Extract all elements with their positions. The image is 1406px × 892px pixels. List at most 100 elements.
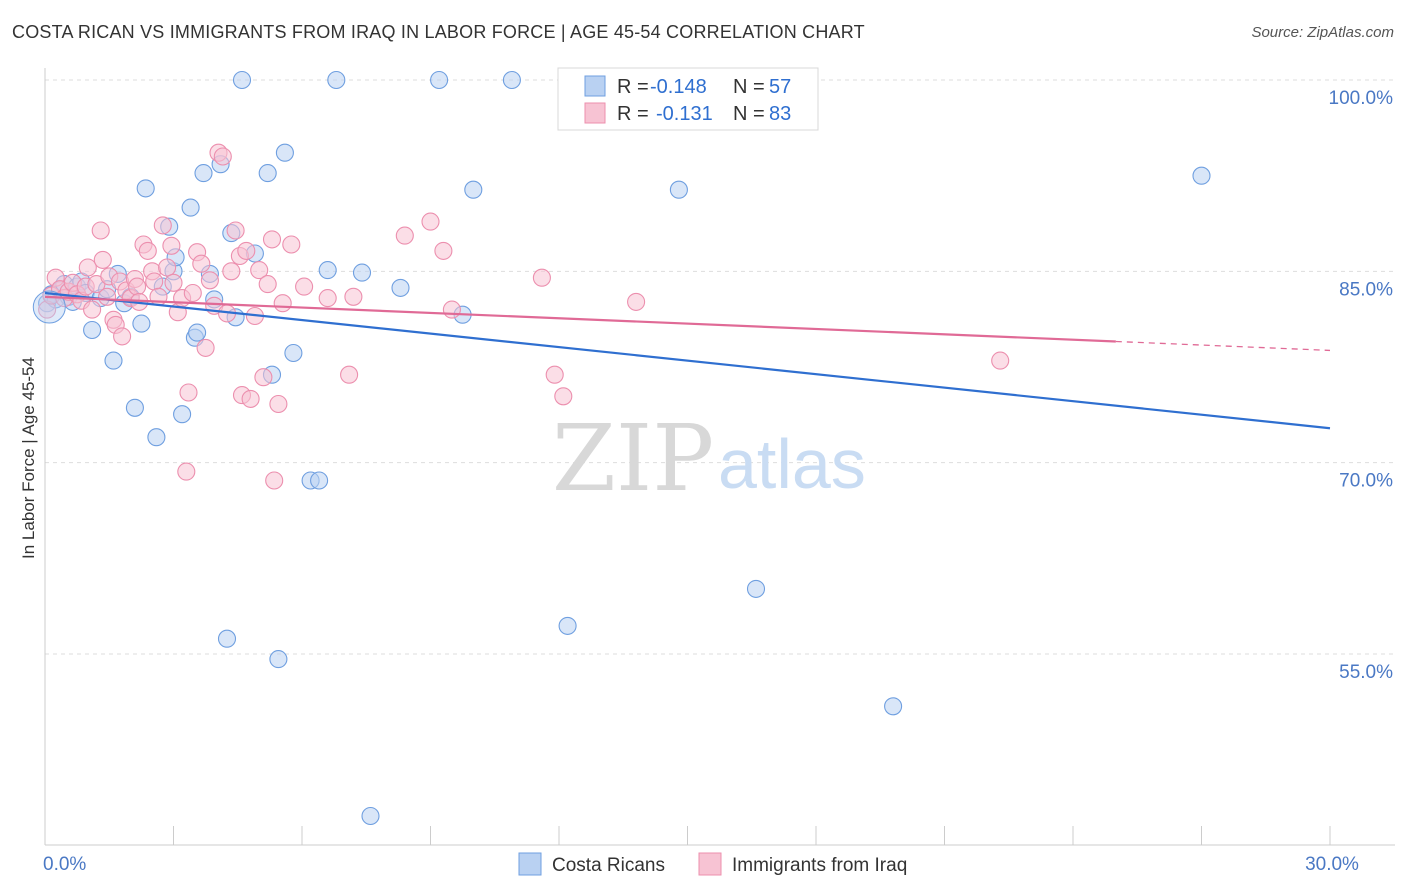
legend-n-value-blue: 57 — [769, 76, 791, 98]
iraq-immigrant-point — [177, 462, 196, 481]
legend-swatch-pink — [584, 102, 606, 124]
legend-n-value-pink: 83 — [769, 103, 791, 125]
costa-rican-point — [502, 70, 521, 90]
costa-rican-point — [669, 180, 688, 199]
costa-rican-point — [217, 629, 237, 648]
y-tick-label: 55.0% — [1339, 662, 1393, 683]
iraq-immigrant-point — [128, 277, 147, 296]
costa-rican-point — [194, 164, 213, 183]
costa-rican-point — [1192, 166, 1211, 185]
y-axis-label: In Labor Force | Age 45-54 — [19, 357, 38, 559]
iraq-immigrant-point — [145, 272, 164, 291]
iraq-immigrant-point — [164, 273, 183, 292]
costa-rican-point — [173, 405, 192, 424]
iraq-immigrant-trend-extension — [1115, 340, 1331, 352]
iraq-immigrant-point — [254, 368, 273, 387]
costa-rican-point — [132, 314, 151, 333]
costa-rican-point — [361, 806, 380, 826]
legend-r-value-pink: -0.131 — [656, 103, 713, 125]
iraq-immigrant-point — [421, 212, 440, 231]
iraq-immigrant-point — [241, 389, 260, 408]
iraq-immigrant-point — [237, 241, 256, 260]
costa-rican-point — [558, 616, 577, 635]
costa-rican-point — [352, 263, 372, 282]
iraq-immigrant-point — [226, 221, 245, 240]
legend-r-label-blue: R = — [617, 76, 649, 98]
iraq-immigrant-point — [282, 235, 301, 254]
costa-rican-point — [284, 343, 303, 363]
iraq-immigrant-point — [91, 221, 110, 240]
costa-rican-point — [136, 179, 155, 198]
iraq-immigrant-point — [395, 226, 414, 245]
iraq-immigrant-point — [554, 387, 573, 406]
iraq-immigrant-point — [318, 289, 337, 308]
iraq-immigrant-trend-line — [44, 295, 1116, 343]
iraq-immigrant-point — [213, 147, 232, 166]
grid — [45, 79, 1395, 655]
series-swatch-blue — [518, 852, 542, 876]
costa-rican-point — [464, 180, 483, 199]
costa-rican-point — [181, 198, 200, 217]
iraq-immigrant-point — [344, 287, 363, 306]
legend-r-label-pink: R = — [617, 103, 649, 125]
series-swatch-pink — [698, 852, 722, 876]
iraq-immigrant-point — [545, 365, 564, 384]
costa-rican-point — [83, 320, 102, 340]
costa-rican-point — [269, 650, 288, 669]
series-legend: Costa Ricans Immigrants from Iraq — [518, 852, 907, 876]
costa-rican-point — [327, 70, 346, 90]
iraq-immigrant-point — [273, 294, 292, 313]
watermark-zip: ZIP — [552, 405, 714, 512]
iraq-immigrant-point — [627, 292, 646, 311]
y-tick-label: 100.0% — [1329, 88, 1394, 109]
iraq-immigrant-point — [138, 241, 157, 260]
iraq-immigrant-point — [192, 254, 211, 273]
iraq-immigrant-point — [442, 300, 461, 319]
iraq-immigrant-point — [434, 241, 453, 260]
costa-rican-point — [188, 323, 207, 342]
chart-title: COSTA RICAN VS IMMIGRANTS FROM IRAQ IN L… — [12, 22, 865, 42]
iraq-immigrant-point — [295, 277, 314, 296]
series-label-blue: Costa Ricans — [552, 855, 665, 876]
iraq-immigrant-point — [265, 471, 284, 490]
axes — [44, 68, 1395, 846]
iraq-immigrant-point — [196, 338, 215, 357]
iraq-immigrant-point — [532, 268, 551, 287]
watermark-atlas: atlas — [718, 425, 866, 503]
trend-lines — [44, 291, 1331, 430]
series-label-pink: Immigrants from Iraq — [732, 855, 907, 876]
legend-n-label-pink: N = — [733, 103, 765, 125]
watermark: ZIP atlas — [552, 405, 866, 512]
legend-n-label-blue: N = — [733, 76, 765, 98]
iraq-immigrant-point — [222, 262, 241, 281]
iraq-immigrant-point — [991, 351, 1010, 370]
costa-rican-point — [147, 428, 166, 447]
costa-rican-point — [430, 70, 449, 90]
correlation-legend: R = -0.148 N = 57 R = -0.131 N = 83 — [557, 67, 819, 131]
y-tick-label: 70.0% — [1339, 471, 1393, 492]
iraq-immigrant-point — [162, 236, 181, 255]
iraq-immigrant-point — [340, 365, 359, 384]
costa-rican-point — [310, 471, 329, 490]
costa-rican-point — [125, 398, 144, 417]
costa-rican-point — [746, 579, 766, 598]
iraq-immigrant-point — [93, 250, 112, 269]
tick-labels: 100.0% 85.0% 70.0% 55.0% 0.0% 30.0% — [43, 88, 1393, 875]
y-tick-label: 85.0% — [1339, 279, 1393, 300]
iraq-immigrant-point — [98, 287, 117, 306]
x-tick-label: 30.0% — [1305, 854, 1359, 875]
iraq-immigrant-point — [200, 271, 219, 290]
iraq-immigrant-point — [158, 258, 177, 277]
iraq-immigrant-point — [153, 216, 172, 235]
costa-rican-point — [104, 351, 123, 370]
iraq-immigrant-point — [258, 275, 277, 294]
costa-rican-point — [318, 261, 337, 280]
costa-rican-point — [258, 164, 277, 183]
costa-rican-trend-line — [44, 291, 1331, 430]
source-label: Source: ZipAtlas.com — [1251, 24, 1394, 41]
iraq-immigrant-point — [269, 394, 288, 414]
costa-rican-point — [275, 143, 294, 162]
costa-rican-point — [884, 697, 903, 716]
iraq-immigrant-point — [78, 258, 97, 277]
